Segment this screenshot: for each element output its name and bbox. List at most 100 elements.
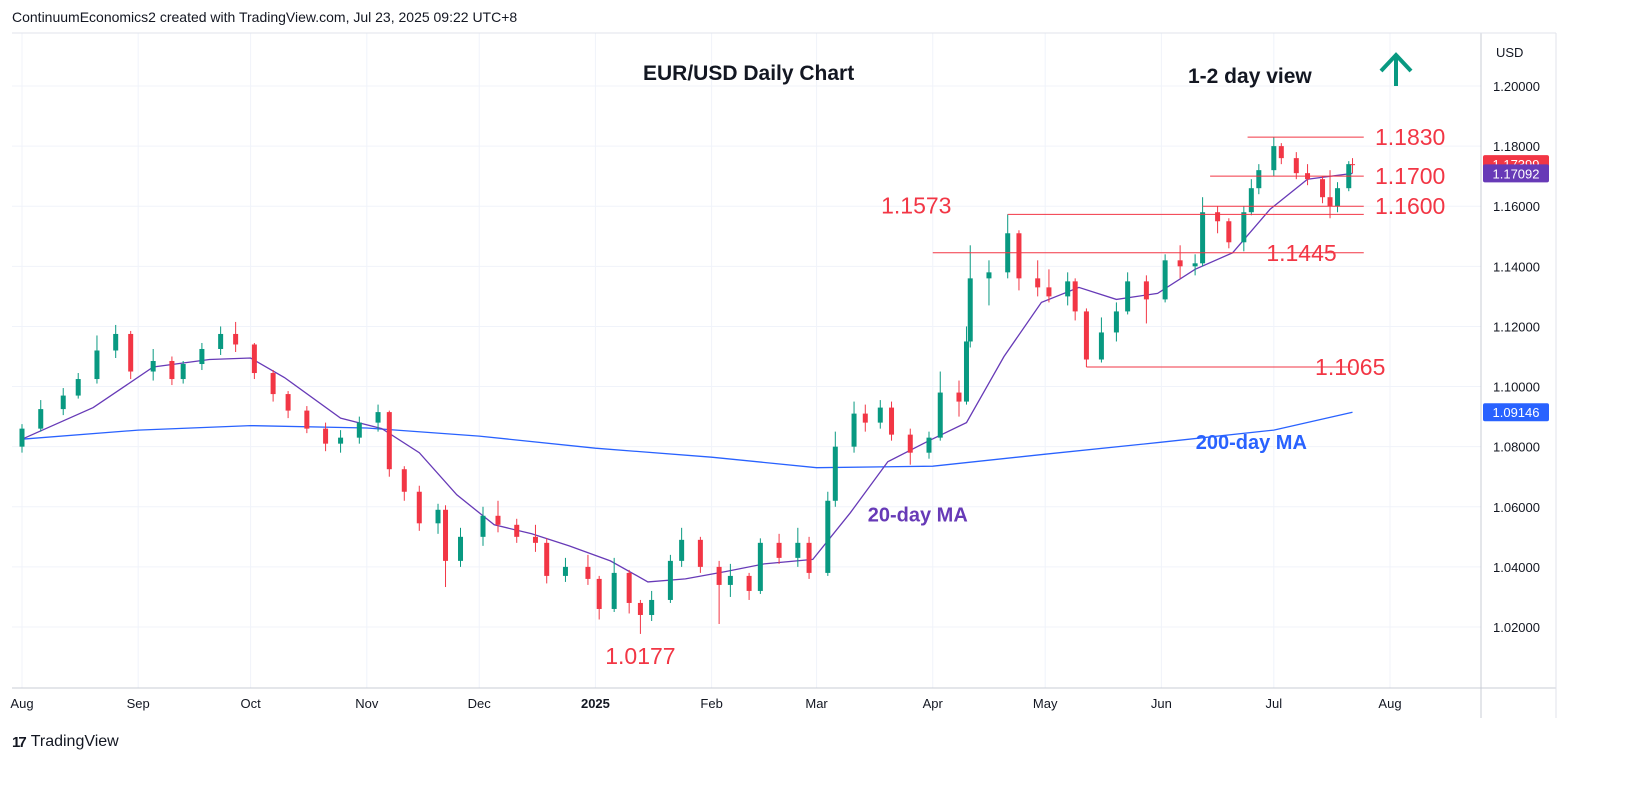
- candle: [667, 554, 673, 603]
- candle: [1035, 260, 1041, 297]
- ma200-series: [21, 411, 1353, 469]
- candle-body: [544, 542, 550, 576]
- currency-label: USD: [1496, 45, 1523, 60]
- candle-body: [356, 422, 362, 438]
- candle: [356, 416, 362, 444]
- candle-body: [862, 413, 868, 423]
- candle-body: [757, 542, 763, 591]
- candle-body: [637, 602, 643, 615]
- support-resistance-levels: 1.1830 1.1700 1.1600 1.1573 1.1445 1.1065 1.01…: [605, 124, 1445, 669]
- candle-body: [963, 341, 969, 402]
- x-tick-label: Mar: [805, 696, 828, 711]
- candle-body: [1271, 146, 1277, 171]
- price-tag-bg: [1483, 164, 1549, 183]
- candle: [1005, 214, 1011, 279]
- candle-body: [596, 578, 602, 609]
- candle: [1305, 164, 1311, 186]
- x-tick-label: Apr: [923, 696, 944, 711]
- candle-body: [532, 536, 538, 543]
- candle-body: [851, 413, 857, 447]
- candle-body: [667, 560, 673, 600]
- candle: [435, 503, 441, 534]
- candle: [495, 500, 501, 533]
- y-tick-label: 1.02000: [1493, 620, 1540, 635]
- candle: [544, 538, 550, 584]
- candle-body: [94, 350, 100, 380]
- candle: [128, 330, 134, 380]
- candle-body: [1072, 281, 1078, 312]
- candle: [1072, 278, 1078, 321]
- candle-body: [626, 572, 632, 603]
- candle-body: [1200, 212, 1206, 264]
- candle-body: [60, 395, 66, 410]
- candle-body: [1350, 164, 1356, 166]
- price-tag: 1.17092: [1483, 164, 1549, 183]
- candle-body: [727, 575, 733, 585]
- candle-body: [285, 394, 291, 411]
- candle: [1327, 170, 1333, 219]
- candle-body: [1335, 188, 1341, 207]
- candle: [679, 527, 685, 567]
- candle-body: [386, 412, 392, 470]
- y-tick-label: 1.16000: [1493, 199, 1540, 214]
- x-tick-label: Jul: [1266, 696, 1283, 711]
- y-tick-label: 1.14000: [1493, 259, 1540, 274]
- candle: [937, 371, 943, 441]
- candle: [150, 348, 156, 381]
- candle-body: [1046, 287, 1052, 297]
- candle: [637, 599, 643, 634]
- candle: [963, 326, 969, 405]
- candle: [1293, 152, 1299, 180]
- candle: [806, 536, 812, 579]
- candle: [757, 538, 763, 594]
- candle-body: [495, 515, 501, 525]
- candle: [443, 505, 449, 588]
- candle: [218, 326, 224, 355]
- candle-body: [649, 599, 655, 615]
- candle: [323, 422, 329, 452]
- candle: [1241, 206, 1247, 252]
- candle-body: [1125, 281, 1131, 312]
- candle-body: [233, 333, 239, 345]
- candle: [1192, 254, 1198, 276]
- candle: [1256, 164, 1262, 195]
- candle: [562, 557, 568, 582]
- candle-body: [1065, 281, 1071, 297]
- candle-body: [401, 469, 407, 492]
- candle-body: [986, 272, 992, 279]
- candle-body: [514, 524, 520, 537]
- candle: [1278, 143, 1284, 165]
- candle-body: [416, 491, 422, 524]
- candle: [199, 342, 205, 371]
- candle: [649, 590, 655, 621]
- candle-body: [270, 373, 276, 395]
- up-arrow-icon: [1379, 52, 1413, 86]
- candle-body: [907, 434, 913, 453]
- candle-body: [218, 333, 224, 349]
- x-tick-label: 2025: [581, 696, 610, 711]
- candle-body: [38, 409, 44, 429]
- candle-body: [1192, 263, 1198, 267]
- level-label: 1.1445: [1266, 240, 1336, 266]
- candle-body: [1320, 179, 1326, 198]
- candle-body: [1083, 311, 1089, 360]
- x-tick-label: Feb: [700, 696, 722, 711]
- candle: [907, 428, 913, 465]
- candle-body: [889, 407, 895, 435]
- candle: [38, 400, 44, 432]
- chart-annotations: 20-day MA 200-day MA: [868, 432, 1307, 526]
- x-tick-label: May: [1033, 696, 1058, 711]
- candle: [877, 400, 883, 429]
- candle: [169, 356, 175, 386]
- candle: [338, 430, 344, 453]
- x-tick-label: Aug: [10, 696, 33, 711]
- x-tick-label: Sep: [127, 696, 150, 711]
- y-tick-label: 1.04000: [1493, 560, 1540, 575]
- level-label: 1.1600: [1375, 193, 1445, 219]
- candle: [401, 466, 407, 501]
- candle: [1177, 245, 1183, 279]
- candle: [585, 554, 591, 585]
- candle: [1098, 317, 1104, 363]
- candle: [956, 380, 962, 417]
